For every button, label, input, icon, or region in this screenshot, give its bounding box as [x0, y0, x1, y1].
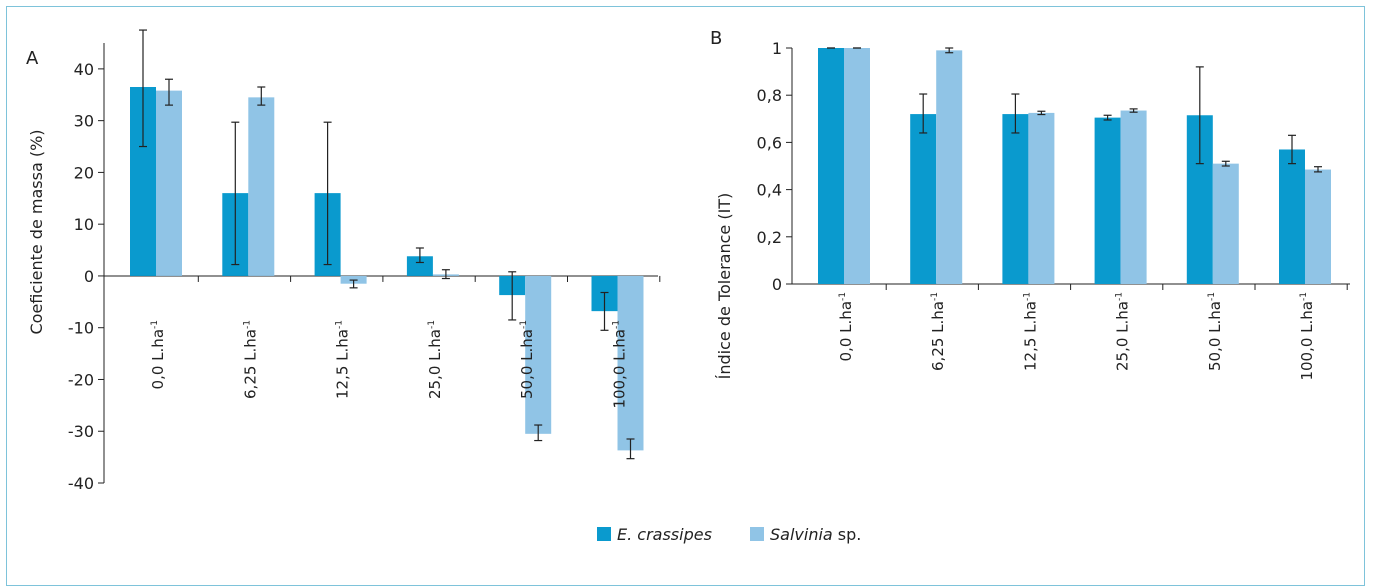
legend-swatch-salvinia: [750, 527, 764, 541]
bar: [1028, 112, 1055, 285]
x-category-label: 12,5 L.ha-1: [334, 320, 352, 399]
bar: [1002, 114, 1029, 284]
panel-a: A Coeficiente de massa (%) 40 30 20 10 0 -10 -20…: [26, 29, 661, 493]
y-tick-label: 1: [772, 39, 782, 58]
y-tick-label: -40: [68, 474, 94, 493]
legend-label-e-crassipes: E. crassipes: [617, 525, 712, 544]
bar: [936, 50, 963, 284]
x-category-label: 25,0 L.ha-1: [1114, 292, 1132, 371]
bar: [1120, 110, 1147, 284]
y-tick-label: 0: [772, 275, 782, 294]
bar: [156, 90, 182, 276]
panel-letter: B: [710, 28, 722, 49]
x-category-label: 50,0 L.ha-1: [1206, 292, 1224, 371]
bar: [617, 275, 644, 451]
y-tick-label: 0,6: [757, 133, 782, 152]
x-category-label: 100,0 L.ha-1: [1298, 292, 1316, 381]
bar: [1279, 149, 1305, 284]
bar: [818, 48, 844, 284]
legend: E. crassipes Salvinia sp.: [597, 525, 861, 544]
bar: [1305, 169, 1331, 284]
x-category-label: 0,0 L.ha-1: [149, 320, 167, 389]
bar: [406, 256, 433, 276]
y-tick-label: -30: [68, 422, 94, 441]
y-axis-title: Coeficiente de massa (%): [27, 129, 46, 334]
y-tick-label: 0,8: [757, 86, 782, 105]
y-tick-label: 40: [74, 60, 94, 79]
bar: [248, 97, 275, 276]
y-axis-title: Índice de Tolerance (IT): [715, 193, 734, 380]
y-tick-label: -20: [68, 370, 94, 389]
x-category-label: 6,25 L.ha-1: [929, 292, 947, 371]
bar: [1212, 163, 1239, 284]
x-category-label: 100,0 L.ha-1: [611, 320, 629, 409]
y-tick-label: 0,2: [757, 228, 782, 247]
panel-letter: A: [26, 48, 39, 69]
legend-label-salvinia: Salvinia sp.: [770, 525, 861, 544]
panel-b: B Índice de Tolerance (IT) 1 0,8 0,6 0,4 0,2 0 0…: [710, 28, 1350, 381]
y-tick-label: 20: [74, 163, 94, 182]
y-tick-label: 0: [84, 267, 94, 286]
bar: [844, 48, 870, 284]
x-category-label: 50,0 L.ha-1: [518, 320, 536, 399]
x-category-label: 6,25 L.ha-1: [241, 320, 259, 399]
bar: [525, 275, 552, 434]
y-tick-label: 0,4: [757, 181, 782, 200]
y-tick-label: 30: [74, 112, 94, 131]
x-category-label: 25,0 L.ha-1: [426, 320, 444, 399]
bar: [910, 114, 937, 284]
bar: [1094, 117, 1121, 285]
x-category-label: 12,5 L.ha-1: [1021, 292, 1039, 371]
y-tick-label: 10: [74, 215, 94, 234]
y-tick-label: -10: [68, 319, 94, 338]
x-category-label: 0,0 L.ha-1: [837, 292, 855, 361]
legend-swatch-e-crassipes: [597, 527, 611, 541]
